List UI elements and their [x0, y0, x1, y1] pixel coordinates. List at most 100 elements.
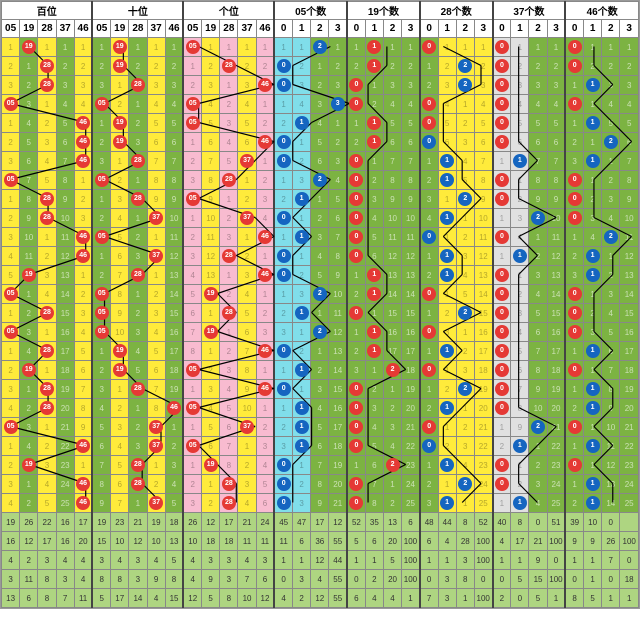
miss-cell: 2 [111, 399, 129, 418]
miss-cell: 3 [256, 437, 274, 456]
ball-red: 05 [95, 306, 109, 320]
miss-cell: 3 [220, 361, 238, 380]
ball-red: 28 [40, 59, 54, 73]
ball-blue: 0 [277, 496, 291, 510]
miss-cell: 3 [311, 228, 329, 247]
col-header: 1 [293, 20, 311, 38]
hit-cell: 0 [347, 152, 365, 171]
miss-cell: 9 [311, 494, 329, 513]
miss-cell: 2 [274, 190, 292, 209]
miss-cell: 2 [311, 209, 329, 228]
miss-cell: 4 [147, 323, 165, 342]
miss-cell: 6 [547, 133, 565, 152]
miss-cell: 2 [20, 76, 38, 95]
ball-blue: 2 [313, 40, 327, 54]
ball-red: 0 [349, 173, 363, 187]
stat-cell: 20 [383, 570, 401, 589]
miss-cell: 2 [92, 133, 110, 152]
miss-cell: 8 [147, 171, 165, 190]
miss-cell: 3 [129, 247, 147, 266]
miss-cell: 1 [147, 266, 165, 285]
miss-cell: 1 [311, 57, 329, 76]
miss-cell: 3 [529, 266, 547, 285]
miss-cell: 6 [147, 361, 165, 380]
miss-cell: 1 [347, 456, 365, 475]
ball-red: 19 [113, 363, 127, 377]
miss-cell: 6 [111, 475, 129, 494]
stat-cell: 2 [293, 589, 311, 608]
ball-blue: 1 [295, 363, 309, 377]
miss-cell: 3 [584, 323, 602, 342]
ball-red: 0 [568, 420, 582, 434]
hit-cell: 19 [20, 361, 38, 380]
ball-blue: 2 [458, 192, 472, 206]
hit-cell: 46 [256, 228, 274, 247]
hit-cell: 46 [74, 152, 92, 171]
miss-cell: 1 [38, 95, 56, 114]
miss-cell: 2 [383, 399, 401, 418]
stat-cell: 0 [274, 570, 292, 589]
miss-cell: 3 [329, 152, 347, 171]
miss-cell: 7 [402, 152, 420, 171]
miss-cell: 8 [92, 475, 110, 494]
ball-red: 0 [349, 78, 363, 92]
miss-cell: 1 [347, 323, 365, 342]
miss-cell: 3 [38, 266, 56, 285]
ball-red: 46 [258, 382, 272, 396]
miss-cell: 1 [20, 475, 38, 494]
hit-cell: 28 [129, 76, 147, 95]
ball-red: 0 [568, 325, 582, 339]
miss-cell: 24 [56, 475, 74, 494]
miss-cell: 6 [329, 209, 347, 228]
hit-cell: 2 [529, 209, 547, 228]
miss-cell: 14 [474, 285, 492, 304]
hit-cell: 28 [38, 399, 56, 418]
ball-red: 0 [495, 135, 509, 149]
miss-cell: 5 [147, 114, 165, 133]
miss-cell: 6 [74, 361, 92, 380]
hit-cell: 0 [274, 76, 292, 95]
miss-cell: 3 [347, 361, 365, 380]
stat-cell: 16 [56, 513, 74, 532]
miss-cell: 1 [383, 38, 401, 57]
stat-cell: 0 [474, 570, 492, 589]
ball-blue: 0 [277, 382, 291, 396]
miss-cell: 2 [256, 57, 274, 76]
miss-cell: 2 [92, 361, 110, 380]
hit-cell: 1 [293, 228, 311, 247]
miss-cell: 13 [202, 266, 220, 285]
miss-cell: 4 [511, 95, 529, 114]
ball-red: 0 [422, 40, 436, 54]
miss-cell: 7 [183, 323, 201, 342]
miss-cell: 20 [402, 399, 420, 418]
miss-cell: 2 [20, 304, 38, 323]
col-header: 05 [2, 20, 20, 38]
ball-red: 46 [76, 116, 90, 130]
hit-cell: 0 [347, 209, 365, 228]
miss-cell: 19 [329, 456, 347, 475]
miss-cell: 5 [474, 114, 492, 133]
stat-cell: 1 [620, 589, 639, 608]
hit-cell: 0 [347, 418, 365, 437]
ball-red: 0 [422, 287, 436, 301]
hit-cell: 0 [493, 228, 511, 247]
miss-cell: 4 [329, 171, 347, 190]
miss-cell: 1 [347, 266, 365, 285]
stat-cell: 2 [365, 570, 383, 589]
miss-cell: 11 [20, 247, 38, 266]
ball-red: 0 [422, 97, 436, 111]
ball-blue: 2 [458, 382, 472, 396]
stat-cell: 55 [329, 570, 347, 589]
ball-blue: 2 [458, 78, 472, 92]
hit-cell: 2 [383, 361, 401, 380]
miss-cell: 6 [402, 133, 420, 152]
miss-cell: 2 [511, 190, 529, 209]
ball-red: 0 [495, 230, 509, 244]
hit-cell: 1 [438, 456, 456, 475]
miss-cell: 20 [329, 475, 347, 494]
miss-cell: 4 [511, 228, 529, 247]
col-header: 0 [493, 20, 511, 38]
miss-cell: 1 [256, 152, 274, 171]
hit-cell: 0 [347, 380, 365, 399]
stat-cell: 20 [74, 532, 92, 551]
